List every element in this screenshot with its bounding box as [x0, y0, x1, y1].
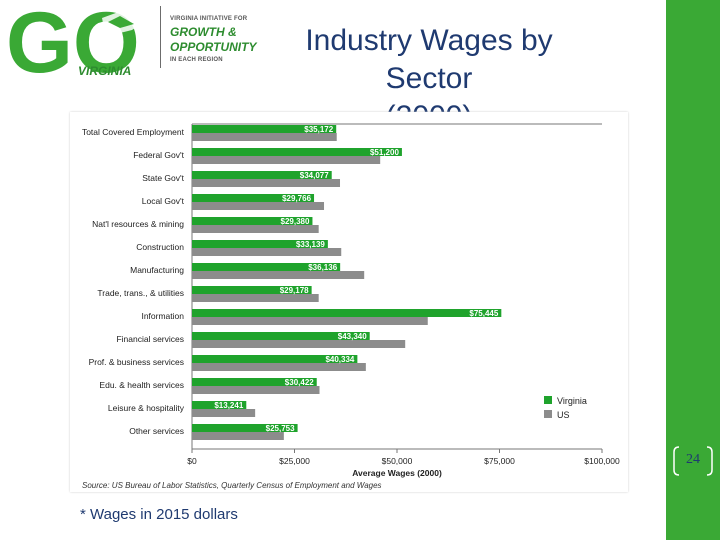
category-label: Federal Gov't	[133, 150, 184, 160]
data-label-virginia: $13,241	[214, 401, 243, 410]
bar-virginia	[192, 332, 370, 340]
bar-virginia	[192, 240, 328, 248]
page-number-box: 24	[671, 446, 715, 476]
logo-tagline-bottom: IN EACH REGION	[170, 57, 223, 63]
bar-us	[192, 156, 381, 164]
data-label-virginia: $43,340	[338, 332, 367, 341]
x-tick-label: $100,000	[584, 456, 620, 466]
category-label: Trade, trans., & utilities	[97, 288, 184, 298]
page-number: 24	[686, 452, 700, 467]
bar-virginia	[192, 148, 402, 156]
wages-bar-chart: Total Covered Employment $35,172 Federal G…	[70, 112, 628, 492]
logo-tagline-growth: GROWTH &	[170, 25, 237, 39]
data-label-virginia: $33,139	[296, 240, 325, 249]
x-tick-label: $0	[187, 456, 197, 466]
bar-virginia	[192, 217, 313, 225]
footnote: * Wages in 2015 dollars	[80, 506, 238, 523]
x-tick-label: $75,000	[484, 456, 515, 466]
data-label-virginia: $29,380	[281, 217, 310, 226]
bar-us	[192, 432, 284, 440]
source-note: Source: US Bureau of Labor Statistics, Q…	[82, 481, 382, 490]
logo-state-name: VIRGINIA	[78, 64, 132, 78]
category-label: Nat'l resources & mining	[92, 219, 184, 229]
category-label: Total Covered Employment	[82, 127, 185, 137]
data-label-virginia: $40,334	[325, 355, 354, 364]
data-label-virginia: $29,766	[282, 194, 311, 203]
data-label-virginia: $29,178	[280, 286, 309, 295]
data-label-virginia: $51,200	[370, 148, 399, 157]
bar-virginia	[192, 355, 358, 363]
category-label: Other services	[129, 426, 184, 436]
x-axis-title: Average Wages (2000)	[352, 468, 442, 478]
category-label: Financial services	[116, 334, 184, 344]
bar-virginia	[192, 194, 315, 202]
bar-us	[192, 179, 341, 187]
category-label: Edu. & health services	[99, 380, 184, 390]
data-label-virginia: $36,136	[308, 263, 337, 272]
go-letters-logo-icon: GO	[6, 0, 144, 80]
bar-virginia	[192, 286, 312, 294]
legend-swatch	[544, 410, 552, 418]
data-label-virginia: $35,172	[304, 125, 333, 134]
bar-us	[192, 294, 319, 302]
logo-tagline-opportunity: OPPORTUNITY	[170, 40, 257, 54]
bar-us	[192, 225, 319, 233]
bar-us	[192, 363, 366, 371]
bar-us	[192, 386, 320, 394]
slide-title-line1: Industry Wages by Sector	[305, 24, 553, 95]
legend-label: US	[557, 410, 570, 420]
bar-us	[192, 133, 337, 141]
bar-virginia	[192, 424, 298, 432]
data-label-virginia: $30,422	[285, 378, 314, 387]
logo-tagline-top: VIRGINIA INITIATIVE FOR	[170, 16, 248, 22]
logo-divider	[160, 6, 161, 68]
bar-virginia	[192, 171, 332, 179]
bar-us	[192, 271, 365, 279]
category-label: Prof. & business services	[89, 357, 184, 367]
legend-label: Virginia	[557, 396, 587, 406]
bar-us	[192, 248, 342, 256]
category-label: Information	[141, 311, 184, 321]
bar-virginia	[192, 378, 317, 386]
x-tick-label: $25,000	[279, 456, 310, 466]
category-label: Leisure & hospitality	[108, 403, 185, 413]
page-number-brackets-icon	[673, 446, 713, 476]
x-tick-label: $50,000	[382, 456, 413, 466]
data-label-virginia: $25,753	[266, 424, 295, 433]
go-virginia-logo: GO VIRGINIA INITIATIVE FOR GROWTH & OPPO…	[0, 0, 260, 86]
bar-virginia	[192, 401, 247, 409]
bar-virginia	[192, 309, 502, 317]
data-label-virginia: $34,077	[300, 171, 329, 180]
bar-us	[192, 409, 256, 417]
bar-virginia	[192, 125, 337, 133]
bar-us	[192, 317, 428, 325]
bar-us	[192, 202, 325, 210]
category-label: Construction	[136, 242, 184, 252]
category-label: Local Gov't	[142, 196, 185, 206]
category-label: Manufacturing	[130, 265, 184, 275]
bar-virginia	[192, 263, 341, 271]
data-label-virginia: $75,445	[469, 309, 498, 318]
chart-canvas: Total Covered Employment $35,172 Federal G…	[82, 123, 620, 478]
legend-swatch	[544, 396, 552, 404]
category-label: State Gov't	[142, 173, 184, 183]
bar-us	[192, 340, 406, 348]
